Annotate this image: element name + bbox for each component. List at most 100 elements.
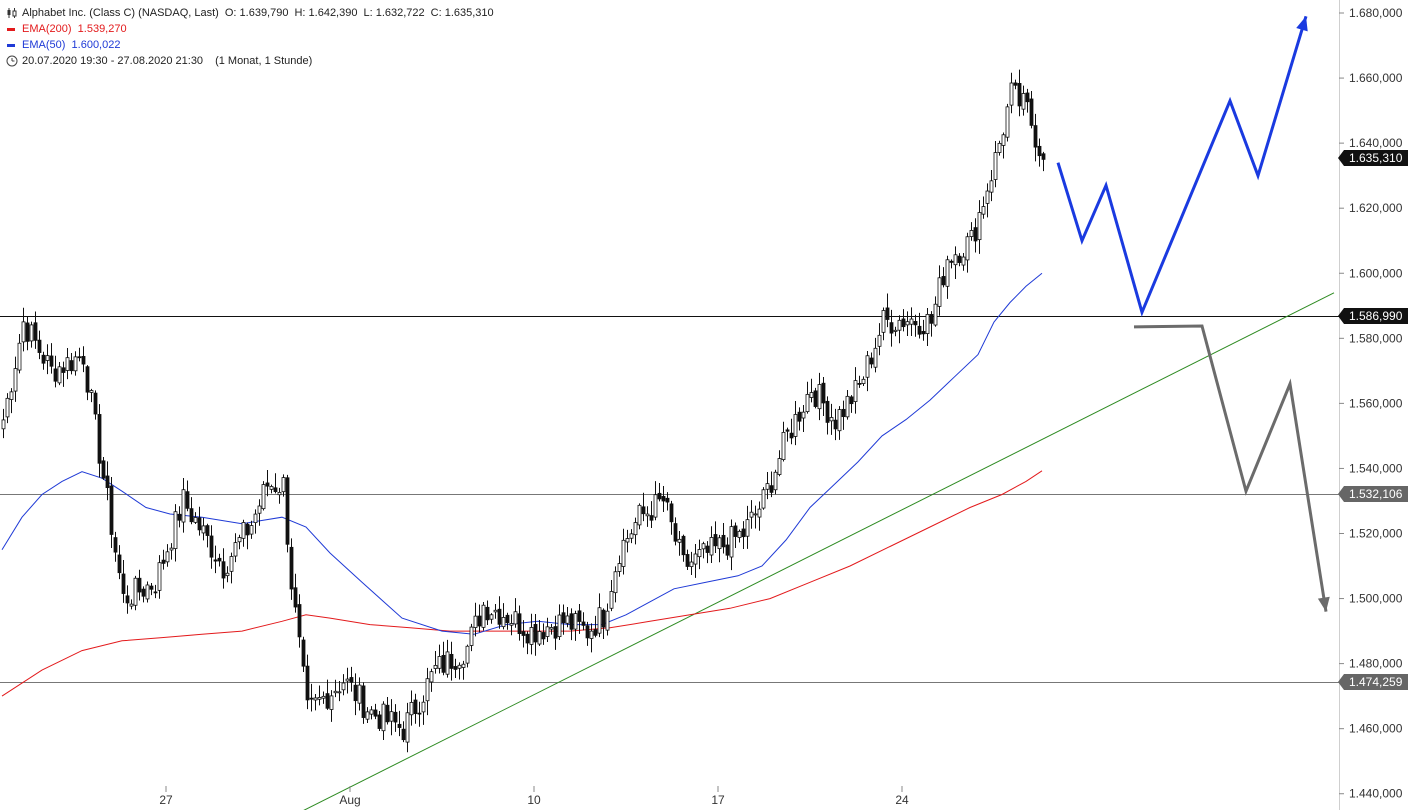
legend-instrument-row: Alphabet Inc. (Class C) (NASDAQ, Last) O… (6, 5, 494, 21)
ohlc-low: 1.632,722 (375, 7, 425, 19)
candle-body (901, 318, 906, 328)
candle-body (981, 206, 986, 215)
candle-body (237, 537, 242, 543)
level-price-label: 1.586,990 (1337, 307, 1409, 324)
candle-body (737, 530, 742, 538)
candle-body (841, 408, 846, 418)
candle-body (793, 414, 798, 437)
candle-body (225, 572, 230, 577)
candle-body (481, 604, 486, 628)
candle-body (885, 307, 890, 320)
candle-body (645, 513, 650, 517)
candle-body (437, 656, 442, 669)
candle-body (829, 417, 834, 422)
candle-body (221, 561, 226, 579)
ema50-name: EMA(50) (22, 39, 66, 51)
candle-body (157, 562, 162, 591)
candle-body (245, 523, 250, 536)
candle-body (541, 632, 546, 640)
legend-ema50-row[interactable]: EMA(50) 1.600,022 (6, 37, 494, 53)
candle-body (477, 615, 482, 627)
candle-body (433, 665, 438, 669)
candle-body (345, 678, 350, 682)
candle-body (173, 511, 178, 549)
candle-body (41, 354, 46, 364)
candle-body (385, 704, 390, 723)
candle-body (605, 610, 610, 631)
candle-body (913, 321, 918, 326)
last-price-label-text: 1.635,310 (1349, 151, 1403, 166)
candle-body (21, 321, 26, 343)
candle-body (189, 508, 194, 523)
ohlc-low-label: L: (363, 7, 373, 19)
candle-body (1025, 92, 1030, 103)
candle-body (509, 623, 514, 626)
candle-body (657, 492, 662, 500)
candle-body (581, 621, 586, 626)
candle-body (701, 543, 706, 550)
candle-body (985, 190, 990, 204)
price-tick-label: 1.600,000 (1349, 266, 1403, 280)
candle-body (877, 334, 882, 347)
legend-ema200-row[interactable]: EMA(200) 1.539,270 (6, 21, 494, 37)
candle-body (409, 702, 414, 716)
candle-body (865, 355, 870, 378)
candle-body (717, 537, 722, 550)
candle-body (785, 429, 790, 432)
candle-body (973, 227, 978, 242)
bearish-scenario-arrowhead (1317, 596, 1330, 612)
ema200-value: 1.539,270 (77, 23, 127, 35)
candle-body (49, 355, 54, 367)
candle-body (313, 697, 318, 701)
candle-body (1013, 82, 1018, 86)
candle-body (889, 322, 894, 334)
candle-body (989, 180, 994, 193)
candle-body (569, 613, 574, 630)
candle-body (937, 277, 942, 307)
candle-body (93, 392, 98, 415)
time-tick-label: 10 (527, 793, 541, 807)
candle-body (589, 630, 594, 639)
candle-body (789, 432, 794, 439)
candle-body (265, 482, 270, 487)
candle-body (233, 542, 238, 557)
candle-body (445, 651, 450, 675)
candle-body (149, 585, 154, 590)
ema200-name: EMA(200) (22, 23, 72, 35)
candle-body (721, 534, 726, 548)
candle-body (957, 255, 962, 263)
candle-body (1001, 134, 1006, 146)
time-tick-label: 24 (895, 793, 909, 807)
candle-body (997, 142, 1002, 153)
candle-body (661, 496, 666, 502)
candle-body (325, 693, 330, 709)
candle-body (145, 584, 150, 600)
candle-body (125, 595, 130, 604)
time-axis: 27 Aug 10 17 24 (159, 786, 909, 807)
candle-body (1009, 82, 1014, 106)
candle-body (1029, 98, 1034, 126)
candle-body (357, 684, 362, 704)
candle-body (273, 487, 278, 493)
candle-body (413, 699, 418, 715)
candle-body (1017, 83, 1022, 107)
candle-body (349, 677, 354, 683)
candle-body (709, 537, 714, 556)
candle-body (965, 236, 970, 261)
candle-body (813, 390, 818, 407)
candle-body (469, 626, 474, 646)
candle-body (285, 477, 290, 545)
candle-body (601, 609, 606, 628)
candle-body (177, 513, 182, 521)
candle-body (837, 409, 842, 432)
candle-body (73, 356, 78, 372)
candle-body (261, 484, 266, 510)
candle-body (113, 537, 118, 553)
time-tick-label: Aug (339, 793, 360, 807)
candle-body (765, 483, 770, 490)
candle-body (677, 538, 682, 543)
candle-body (845, 395, 850, 418)
candle-body (369, 709, 374, 715)
